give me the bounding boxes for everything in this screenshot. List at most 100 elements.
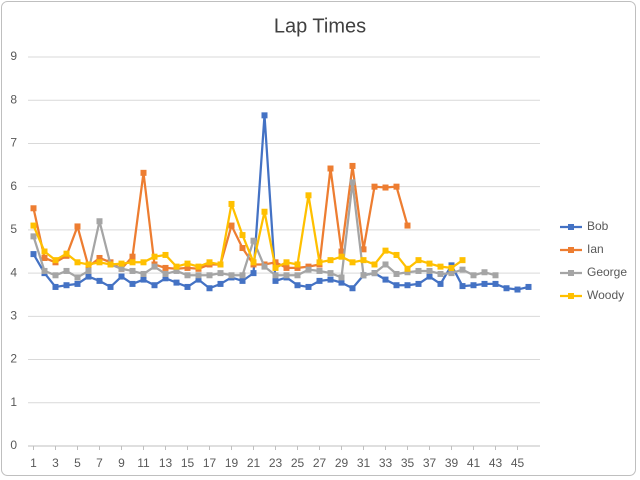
point-marker xyxy=(415,267,422,274)
point-marker xyxy=(96,259,103,266)
point-marker xyxy=(195,276,202,283)
point-marker xyxy=(349,179,356,186)
point-marker xyxy=(492,272,499,279)
point-marker xyxy=(162,251,169,258)
point-marker xyxy=(30,222,37,229)
point-marker xyxy=(338,248,345,255)
point-marker xyxy=(305,266,312,273)
point-marker xyxy=(217,270,224,277)
point-marker xyxy=(195,263,202,270)
point-marker xyxy=(470,282,477,289)
point-marker xyxy=(118,265,125,272)
point-marker xyxy=(52,272,59,279)
point-marker xyxy=(63,282,70,289)
point-marker xyxy=(184,272,191,279)
point-marker xyxy=(162,264,169,271)
x-tick-label: 1 xyxy=(30,456,37,470)
point-marker xyxy=(217,280,224,287)
x-tick-label: 29 xyxy=(335,456,349,470)
x-tick-label: 23 xyxy=(269,456,283,470)
point-marker xyxy=(228,200,235,207)
point-marker xyxy=(85,273,92,280)
legend-label: Ian xyxy=(587,242,604,256)
point-marker xyxy=(239,272,246,279)
point-marker xyxy=(228,222,235,229)
y-tick-label: 5 xyxy=(10,222,17,236)
point-marker xyxy=(140,270,147,277)
point-marker xyxy=(437,280,444,287)
legend-label: Woody xyxy=(587,288,624,302)
x-tick-label: 21 xyxy=(247,456,261,470)
point-marker xyxy=(382,276,389,283)
point-marker xyxy=(382,261,389,268)
point-marker xyxy=(459,266,466,273)
point-marker xyxy=(492,280,499,287)
x-tick-label: 27 xyxy=(313,456,327,470)
point-marker xyxy=(63,267,70,274)
point-marker xyxy=(338,274,345,281)
x-tick-label: 37 xyxy=(423,456,437,470)
x-tick-label: 35 xyxy=(401,456,415,470)
point-marker xyxy=(250,237,257,244)
y-tick-label: 3 xyxy=(10,309,17,323)
point-marker xyxy=(162,270,169,277)
point-marker xyxy=(96,254,103,261)
point-marker xyxy=(107,261,114,268)
point-marker xyxy=(371,261,378,268)
point-marker xyxy=(173,267,180,274)
point-marker xyxy=(316,267,323,274)
x-tick-label: 45 xyxy=(511,456,525,470)
point-marker xyxy=(272,264,279,271)
point-marker xyxy=(393,282,400,289)
point-marker xyxy=(129,280,136,287)
point-marker xyxy=(481,280,488,287)
point-marker xyxy=(470,272,477,279)
point-marker xyxy=(41,248,48,255)
point-marker xyxy=(118,273,125,280)
point-marker xyxy=(261,208,268,215)
point-marker xyxy=(327,276,334,283)
x-tick-label: 11 xyxy=(137,456,150,470)
point-marker xyxy=(327,165,334,172)
point-marker xyxy=(239,277,246,284)
point-marker xyxy=(404,265,411,272)
point-marker xyxy=(96,218,103,225)
point-marker xyxy=(118,260,125,267)
point-marker xyxy=(316,259,323,266)
point-marker xyxy=(41,254,48,261)
legend-marker xyxy=(568,293,574,299)
point-marker xyxy=(338,253,345,260)
point-marker xyxy=(206,285,213,292)
point-marker xyxy=(360,272,367,279)
point-marker xyxy=(371,270,378,277)
point-marker xyxy=(349,259,356,266)
point-marker xyxy=(360,246,367,253)
point-marker xyxy=(30,205,37,212)
x-tick-label: 41 xyxy=(467,456,481,470)
point-marker xyxy=(448,264,455,271)
point-marker xyxy=(206,272,213,279)
point-marker xyxy=(294,272,301,279)
legend-marker xyxy=(568,270,574,276)
point-marker xyxy=(140,169,147,176)
point-marker xyxy=(448,270,455,277)
point-marker xyxy=(151,263,158,270)
legend-label: Bob xyxy=(587,219,609,233)
point-marker xyxy=(250,259,257,266)
point-marker xyxy=(503,285,510,292)
point-marker xyxy=(294,282,301,289)
point-marker xyxy=(162,275,169,282)
point-marker xyxy=(74,223,81,230)
point-marker xyxy=(338,279,345,286)
point-marker xyxy=(52,283,59,290)
point-marker xyxy=(239,245,246,252)
point-marker xyxy=(74,280,81,287)
y-tick-label: 4 xyxy=(10,265,17,279)
point-marker xyxy=(360,257,367,264)
x-tick-label: 39 xyxy=(445,456,459,470)
x-tick-label: 7 xyxy=(96,456,103,470)
x-tick-label: 9 xyxy=(118,456,125,470)
point-marker xyxy=(525,283,532,290)
point-marker xyxy=(459,283,466,290)
